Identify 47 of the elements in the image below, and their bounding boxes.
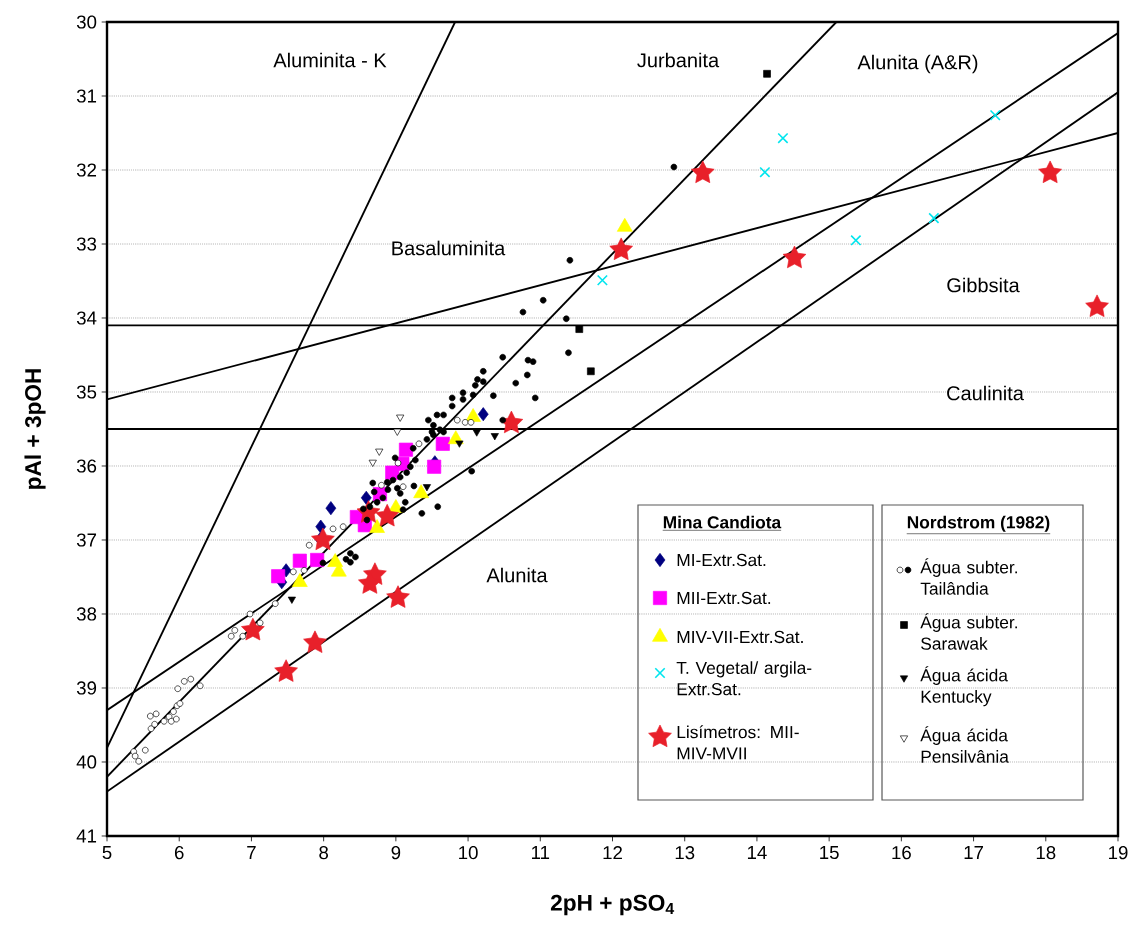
annotation: Gibbsita	[947, 277, 1020, 293]
annotation: Nordstrom (1982)	[907, 515, 1050, 532]
y-tick-label: 33	[76, 237, 97, 251]
legend-title: Mina Candiota	[663, 515, 782, 529]
y-tick-label: 36	[76, 459, 97, 473]
annotation: Basaluminita	[392, 240, 506, 256]
x-tick-label: 10	[459, 846, 478, 860]
x-tick-label: 13	[675, 846, 695, 860]
y-tick-label: 37	[76, 533, 97, 547]
legend-label: Água subter. Tailândia	[920, 558, 1017, 595]
y-tick-label: 31	[76, 89, 97, 103]
y-tick-label: 38	[76, 607, 97, 621]
y-tick-label: 34	[76, 311, 97, 325]
x-tick-label: 19	[1109, 846, 1128, 860]
annotation: Aluminita - K	[273, 52, 387, 68]
x-tick-label: 6	[174, 846, 184, 860]
y-tick-label: 41	[76, 829, 97, 843]
annotation: Caulinita	[947, 385, 1024, 401]
x-tick-label: 14	[747, 846, 767, 859]
legend-label: T. Vegetal/ argila-Extr.Sat.	[676, 661, 812, 696]
x-axis-title: 2pH + pSO$_{4}$	[550, 894, 675, 916]
legend-label: MI-Extr.Sat.	[677, 553, 766, 567]
legend-label: Lisímetros: MII-MIV-MVII	[677, 725, 799, 760]
x-tick-label: 8	[319, 846, 329, 860]
x-tick-label: 15	[820, 846, 839, 860]
x-tick-label: 7	[247, 846, 256, 859]
y-tick-label: 32	[76, 163, 97, 177]
legend-label: MIV-VII-Extr.Sat.	[677, 630, 803, 644]
legend-label: Água ácida Pensilvânia	[920, 726, 1009, 763]
y-tick-label: 35	[76, 385, 97, 399]
x-tick-label: 16	[892, 846, 911, 860]
x-tick-label: 5	[102, 846, 112, 860]
y-tick-label: 30	[76, 15, 97, 29]
x-tick-label: 17	[964, 846, 984, 859]
y-axis-title: pAl + 3pOH	[24, 369, 46, 489]
x-tick-label: 12	[603, 846, 622, 860]
x-tick-label: 18	[1036, 846, 1056, 860]
legend-label: Água subter. Sarawak	[920, 613, 1017, 650]
y-tick-label: 39	[76, 681, 97, 695]
annotation: Alunita (A&R)	[857, 54, 978, 74]
legend-label: Água ácida Kentucky	[920, 666, 1008, 707]
legend-label: MII-Extr.Sat.	[677, 591, 771, 605]
x-tick-label: 9	[391, 846, 401, 860]
annotation: Alunita	[486, 567, 548, 583]
annotation: Jurbanita	[637, 52, 720, 68]
y-tick-label: 40	[76, 755, 97, 769]
x-tick-label: 11	[532, 846, 550, 859]
